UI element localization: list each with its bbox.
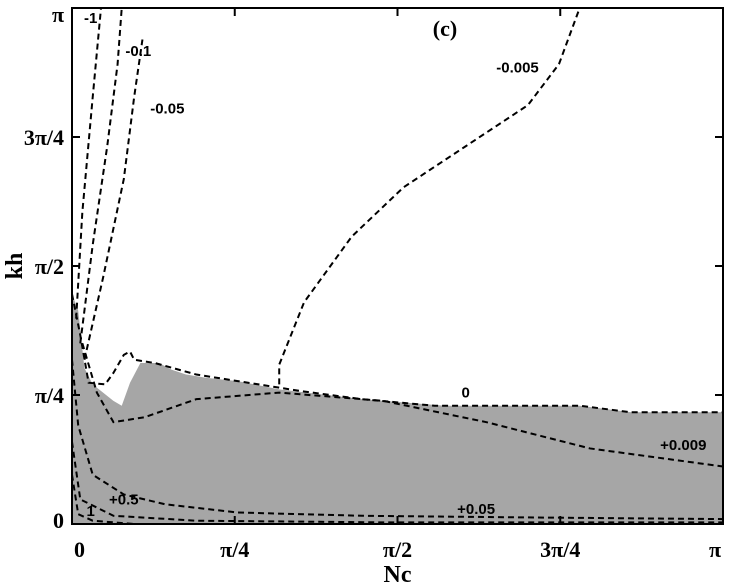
y-tick-label: π [52, 2, 64, 27]
contour-label: -0.005 [496, 59, 539, 76]
x-axis-label: Nc [384, 562, 412, 586]
contour-label: -0.1 [125, 43, 151, 60]
contour-label: +0.009 [660, 437, 706, 454]
contour-label: -1 [84, 10, 97, 27]
x-tick-label: 0 [74, 537, 85, 562]
y-tick-label: 0 [53, 508, 64, 533]
contour-line [79, 7, 123, 344]
contour-line [71, 293, 723, 414]
shaded-unstable-region [72, 294, 723, 524]
x-tick-label: π [709, 537, 721, 562]
tick-layer: 0 π/4 π/2 3π/4 π 0 π/4 π/2 3π/4 π [24, 2, 724, 562]
y-tick-label: 3π/4 [24, 125, 64, 150]
panel-label: (c) [433, 16, 457, 41]
contour-label-layer: -1 -0.1 -0.05 -0.005 0 +0.009 +0.5 1 +0.05 [84, 10, 706, 520]
contour-line [71, 359, 724, 521]
y-axis-label: kh [2, 253, 28, 280]
x-tick-label: π/4 [220, 537, 249, 562]
contour-label: +0.5 [109, 491, 139, 508]
y-tick-label: π/4 [35, 383, 64, 408]
contour-line [83, 39, 144, 360]
x-tick-label: 3π/4 [540, 537, 580, 562]
contour-label: +0.05 [457, 501, 495, 518]
contour-line [81, 343, 724, 468]
contour-label: 1 [86, 503, 94, 520]
y-tick-label: π/2 [35, 254, 64, 279]
contour-line [71, 441, 723, 524]
contour-label: -0.05 [150, 100, 184, 117]
shaded-region-layer [72, 294, 723, 524]
plot-area: -1 -0.1 -0.05 -0.005 0 +0.009 +0.5 1 +0.05 0 π/4 π… [24, 2, 724, 562]
x-tick-label: π/2 [383, 537, 412, 562]
contour-label: 0 [462, 385, 470, 402]
contour-line [278, 7, 581, 385]
